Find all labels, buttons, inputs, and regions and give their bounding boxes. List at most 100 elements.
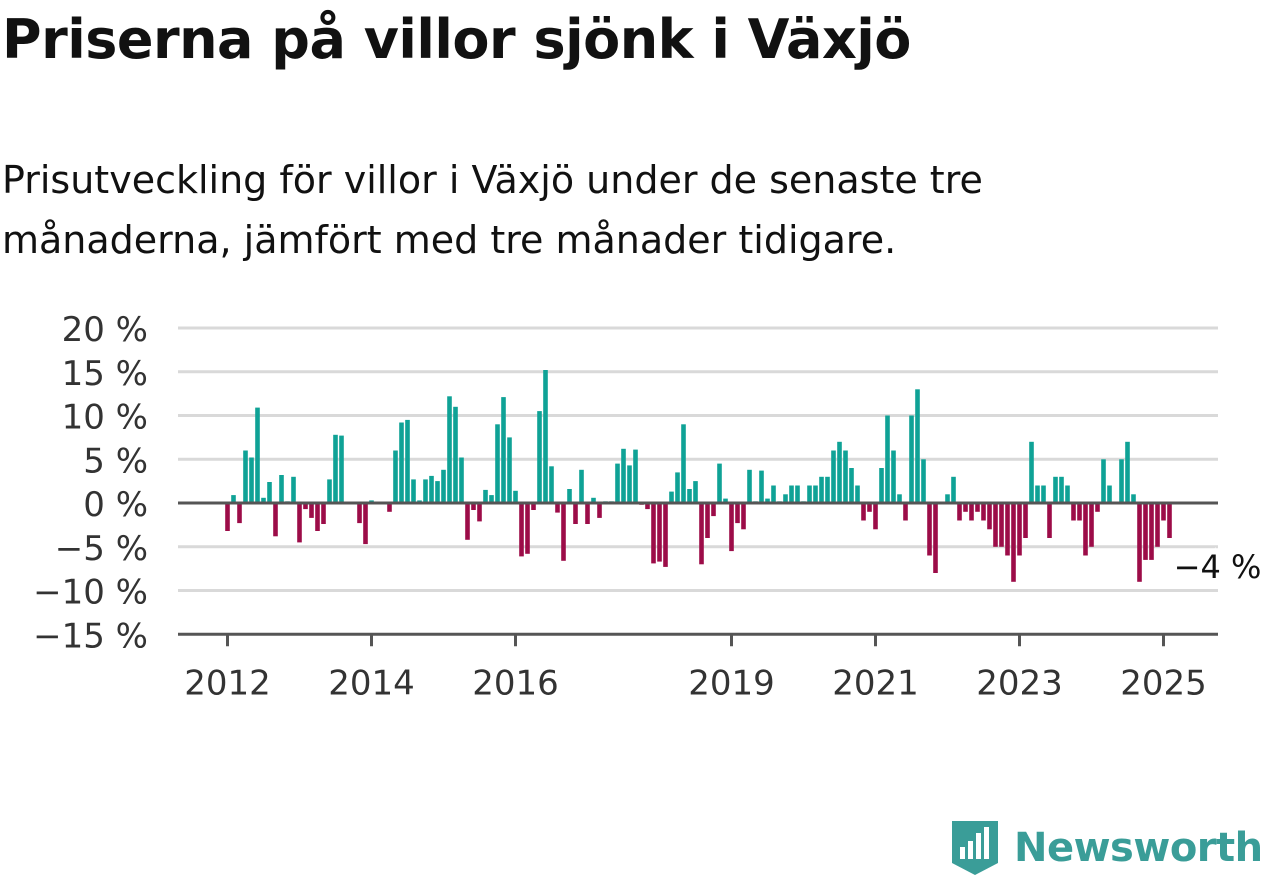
bar [429, 475, 434, 503]
bar [555, 503, 560, 513]
bar [813, 485, 818, 503]
bar [1077, 503, 1082, 521]
bar [1155, 503, 1160, 547]
bar [669, 491, 674, 503]
x-tick-label: 2019 [688, 663, 775, 703]
bar [783, 494, 788, 504]
bar [651, 503, 656, 564]
bar [489, 495, 494, 503]
bar [255, 407, 260, 503]
bar [765, 498, 770, 503]
bar [465, 503, 470, 540]
x-tick-label: 2016 [472, 663, 559, 703]
bar [1131, 494, 1136, 504]
bar [693, 481, 698, 503]
bar [711, 503, 716, 517]
y-tick-label: −5 % [55, 529, 148, 569]
bar [297, 503, 302, 543]
bar [969, 503, 974, 521]
bar [627, 465, 632, 503]
bar [327, 479, 332, 503]
bar [747, 469, 752, 504]
bar [717, 463, 722, 503]
bar [543, 370, 548, 503]
bar [951, 476, 956, 504]
bar [903, 503, 908, 521]
bar [1083, 503, 1088, 556]
axes [178, 501, 1218, 636]
bar [921, 459, 926, 504]
bar [855, 485, 860, 503]
x-tick-label: 2021 [832, 663, 919, 703]
bar [615, 463, 620, 503]
bar [807, 485, 812, 503]
bar [867, 503, 872, 512]
bar [495, 424, 500, 504]
x-tick-label: 2012 [184, 663, 271, 703]
bar [1095, 503, 1100, 512]
bar [861, 503, 866, 521]
bar [249, 457, 254, 503]
bar [831, 450, 836, 503]
bar [1059, 476, 1064, 504]
bar [699, 503, 704, 565]
bar [363, 503, 368, 545]
page-title: Priserna på villor sjönk i Växjö [2, 8, 911, 71]
bar [585, 503, 590, 524]
bar [441, 469, 446, 504]
bar [663, 503, 668, 567]
bar [573, 503, 578, 524]
y-tick-label: 0 % [83, 485, 148, 525]
bar [1017, 503, 1022, 556]
bar [243, 450, 248, 503]
bar [453, 406, 458, 504]
bar [549, 466, 554, 504]
bar [645, 503, 650, 510]
bar [987, 503, 992, 530]
bar [501, 397, 506, 503]
bar [315, 503, 320, 531]
bar [1137, 503, 1142, 582]
bar [1167, 503, 1172, 538]
bar [873, 503, 878, 530]
bar [1125, 441, 1130, 504]
bar [885, 415, 890, 503]
bar [531, 503, 536, 510]
bar [657, 503, 662, 562]
y-axis-ticks: 20 %15 %10 %5 %0 %−5 %−10 %−15 % [33, 310, 148, 656]
bar [1071, 503, 1076, 521]
bar [261, 497, 266, 504]
y-tick-label: 15 % [62, 354, 148, 394]
bar [1011, 503, 1016, 582]
bar [1161, 503, 1166, 521]
bar [771, 485, 776, 503]
x-tick-label: 2023 [976, 663, 1063, 703]
bar [687, 489, 692, 503]
bar [399, 422, 404, 503]
bar [957, 503, 962, 521]
bar [1101, 459, 1106, 504]
brand-name: Newsworthy [1014, 825, 1262, 871]
x-tick-label: 2014 [328, 663, 415, 703]
bar [1143, 503, 1148, 560]
bar [675, 472, 680, 503]
bar [621, 448, 626, 504]
bar [963, 503, 968, 512]
bar [513, 490, 518, 504]
annotations: −4 % [1171, 545, 1262, 589]
bar [579, 469, 584, 504]
bar [339, 435, 344, 503]
x-tick-label: 2025 [1120, 663, 1207, 703]
newsworthy-logo: Newsworthy [950, 818, 1262, 878]
bar [1035, 485, 1040, 503]
bar [1065, 485, 1070, 503]
bar [405, 419, 410, 503]
bar [1041, 485, 1046, 503]
y-tick-label: −10 % [33, 573, 148, 613]
bar [909, 415, 914, 503]
bar [897, 494, 902, 504]
bar [741, 503, 746, 530]
bar [231, 495, 236, 503]
bar [525, 503, 530, 554]
bar [837, 441, 842, 504]
